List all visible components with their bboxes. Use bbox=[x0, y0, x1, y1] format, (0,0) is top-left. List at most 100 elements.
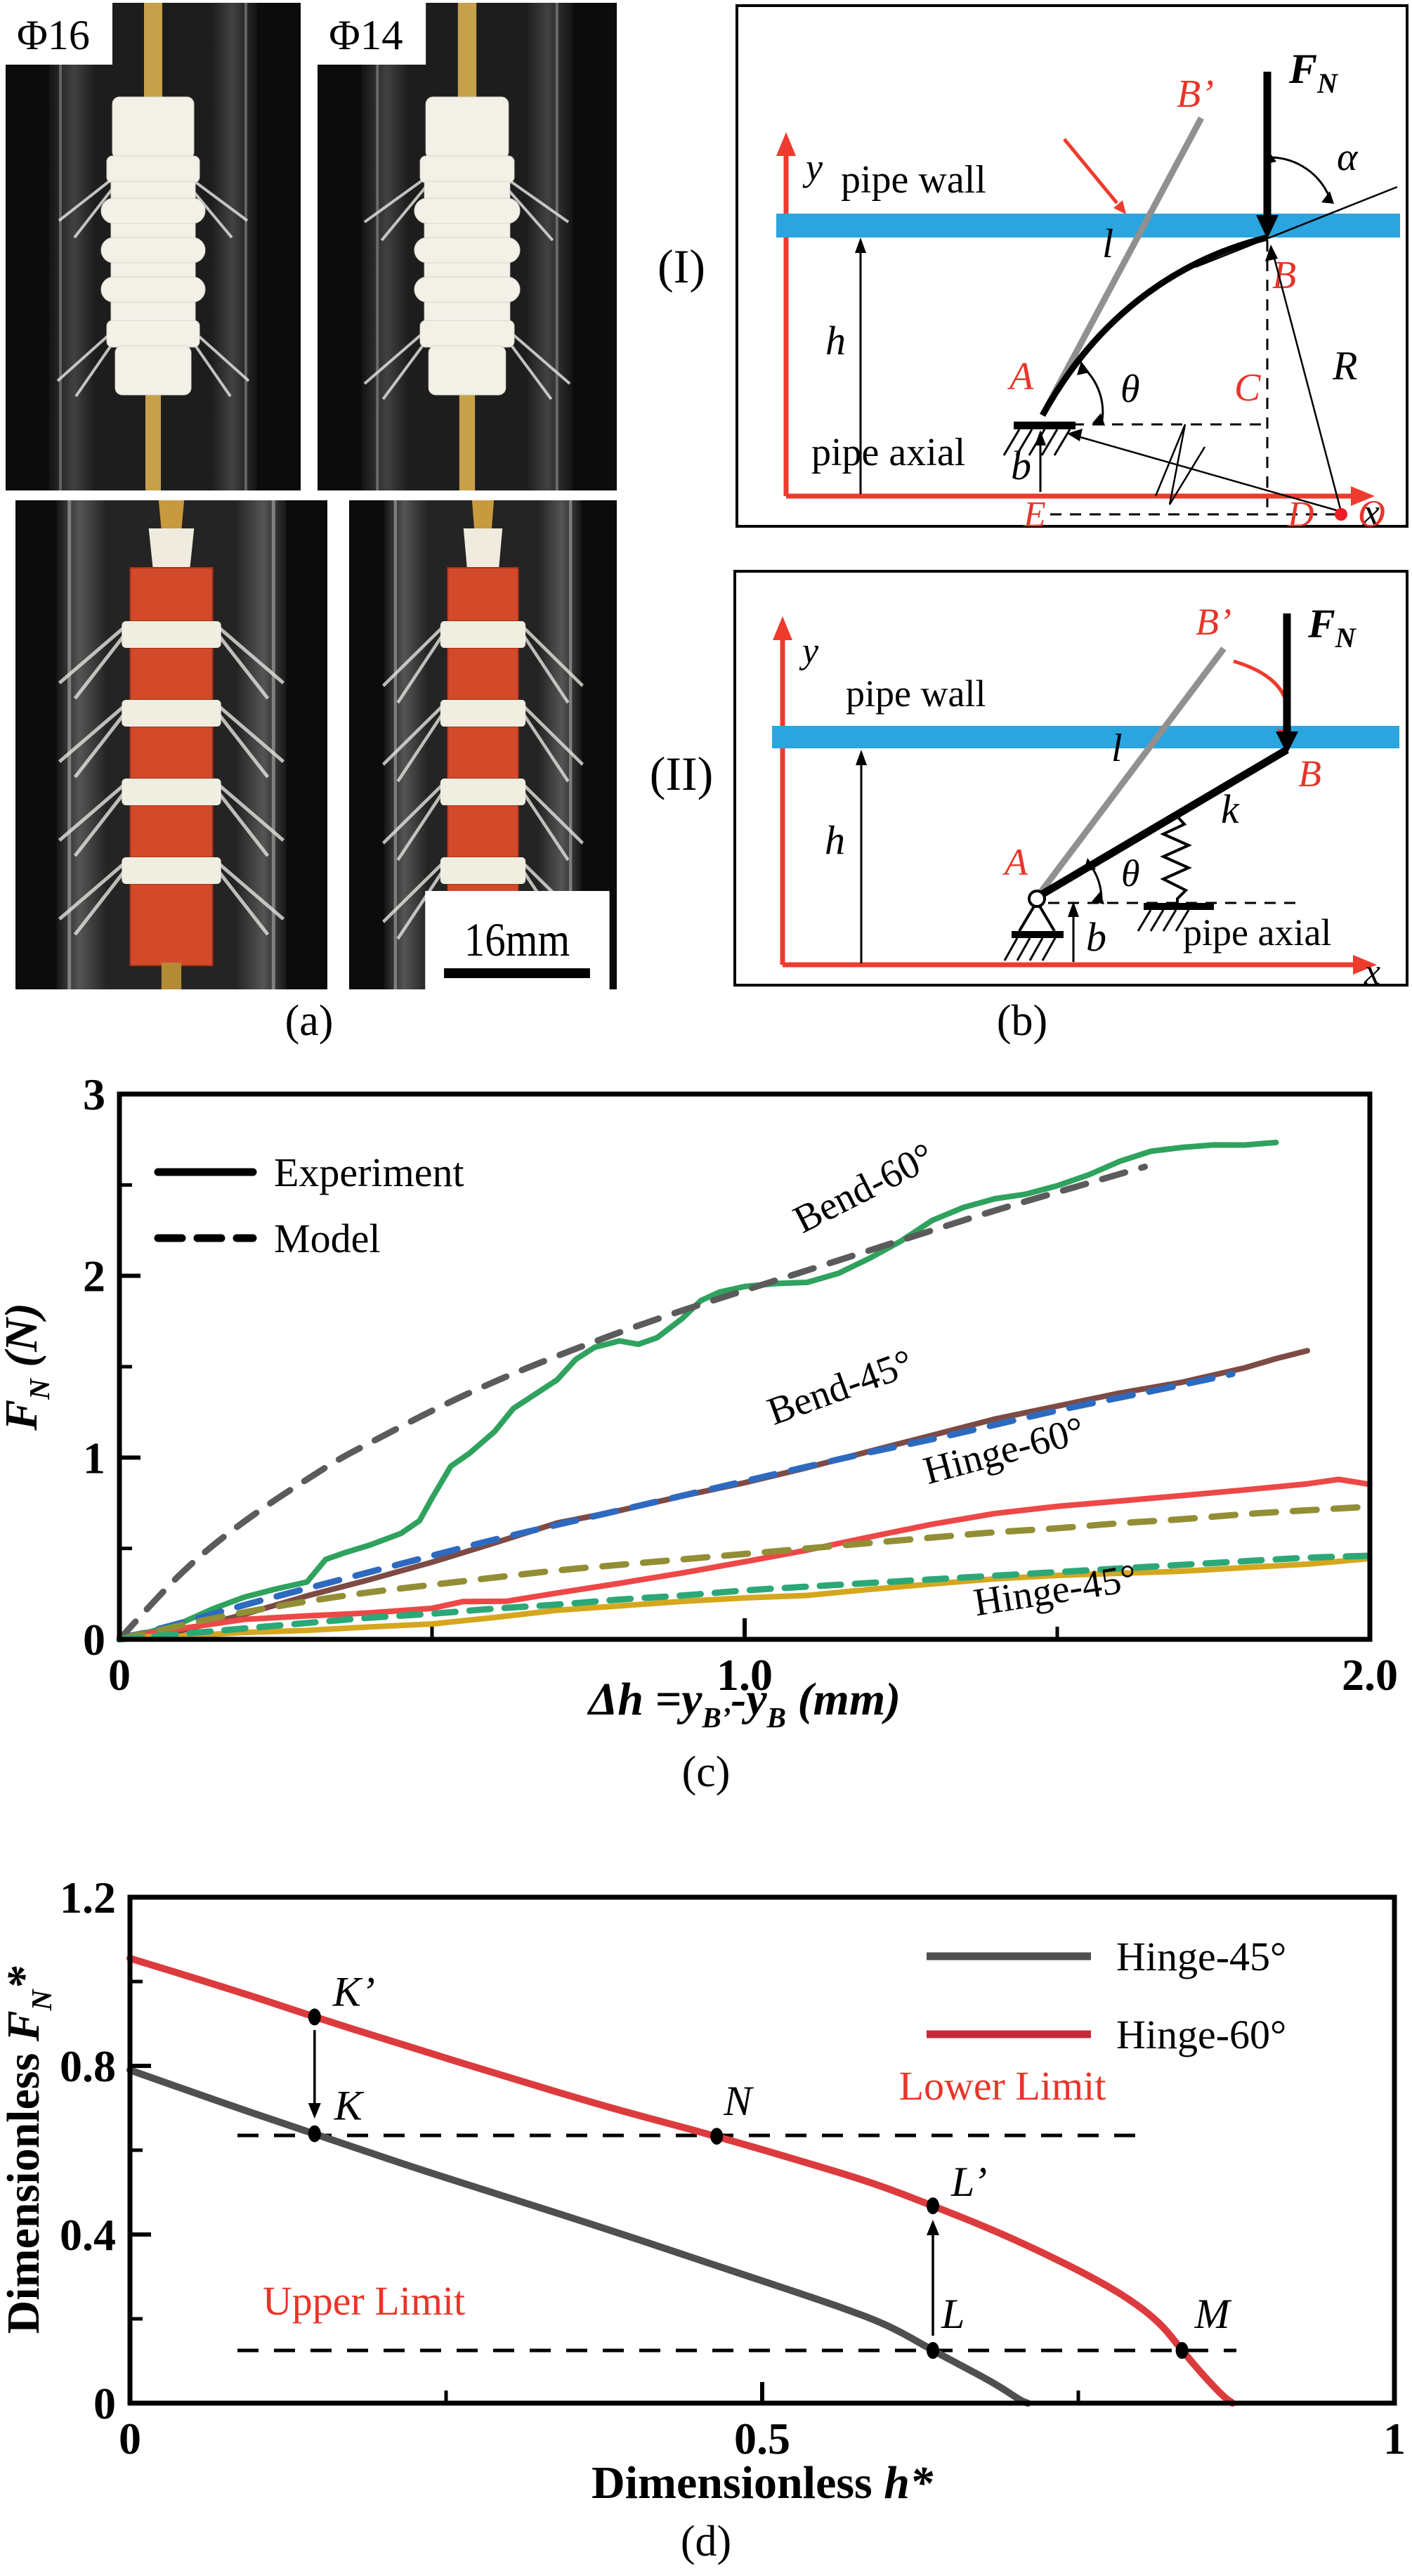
h-dimension-arrow: h bbox=[825, 750, 867, 963]
radius-R-lines: R bbox=[1067, 245, 1357, 513]
O-label: O bbox=[1358, 493, 1385, 528]
spring-k: k bbox=[1137, 786, 1240, 932]
R-label: R bbox=[1332, 343, 1357, 389]
scale-bar-line bbox=[444, 968, 590, 978]
y-tick-label: 1.2 bbox=[60, 1873, 116, 1923]
rigid-whisker-rod bbox=[1035, 746, 1289, 901]
pin-support-A bbox=[1003, 890, 1064, 961]
photo-deployed-right-svg: 16mm bbox=[349, 500, 617, 989]
diagram-I-label: (I) bbox=[658, 240, 705, 293]
scale-bar-text: 16mm bbox=[464, 913, 570, 966]
point-L’ bbox=[927, 2197, 939, 2215]
series-Hinge-60-experiment bbox=[117, 1476, 1373, 1640]
B-label: B bbox=[1272, 254, 1296, 297]
bent-whisker-beam bbox=[1040, 234, 1269, 417]
diameter-label-chip bbox=[318, 3, 426, 65]
svg-text:FN: FN bbox=[1307, 601, 1357, 653]
point-K bbox=[308, 2125, 321, 2142]
x-axis-title: Dimensionless h* bbox=[591, 2457, 934, 2509]
point-label-N: N bbox=[723, 2078, 754, 2124]
y-axis-title: Dimensionless FN* bbox=[0, 1966, 58, 2334]
x-tick-label: 0.5 bbox=[734, 2414, 790, 2464]
h-label: h bbox=[825, 318, 846, 363]
series-Hinge-60 bbox=[126, 1955, 1236, 2407]
pipe-axial-text: pipe axial bbox=[811, 431, 965, 474]
annotation-arrowhead-1 bbox=[927, 2220, 939, 2235]
theta-angle: θ bbox=[1077, 361, 1140, 426]
red-segments bbox=[129, 567, 214, 966]
series-Bend-60-experiment bbox=[117, 1139, 1279, 1640]
x-axis-title: Δh =yB’-yB (mm) bbox=[587, 1674, 901, 1733]
series-Hinge-45 bbox=[126, 2067, 1031, 2407]
point-L bbox=[927, 2342, 939, 2359]
undeformed-whisker-line bbox=[1040, 116, 1204, 417]
B-prime-label: B’ bbox=[1177, 72, 1214, 116]
y-tick-label: 0.8 bbox=[60, 2041, 116, 2091]
photo-deployed-right: 16mm bbox=[349, 500, 617, 989]
series-Hinge-45-experiment bbox=[117, 1556, 1373, 1640]
point-label-M: M bbox=[1194, 2291, 1232, 2337]
gold-connector bbox=[158, 500, 185, 531]
y-tick-label: 0 bbox=[83, 1615, 105, 1665]
normal-force-FN: FN bbox=[1256, 46, 1339, 239]
point-O-dot bbox=[1335, 508, 1347, 521]
B-prime-label: B’ bbox=[1196, 601, 1231, 643]
theta-label: θ bbox=[1121, 852, 1140, 895]
A-label: A bbox=[1007, 355, 1034, 398]
b-label: b bbox=[1086, 914, 1106, 960]
y-tick-label: 0 bbox=[93, 2379, 116, 2428]
pipe-wall-bar bbox=[772, 726, 1399, 748]
legend-label-1: Model bbox=[274, 1216, 380, 1261]
theta-angle: θ bbox=[1083, 852, 1140, 904]
pipe-edge-highlights bbox=[59, 3, 247, 490]
svg-text:FN: FN bbox=[1288, 46, 1339, 99]
limit-label-1: Upper Limit bbox=[263, 2278, 465, 2324]
dashed-construction-lines bbox=[1050, 240, 1341, 516]
x-tick-label: 1 bbox=[1383, 2414, 1406, 2464]
gold-connector bbox=[471, 500, 495, 531]
photo-phi16-svg: Φ16 bbox=[6, 3, 301, 490]
alpha-label: α bbox=[1337, 136, 1359, 179]
point-label-K’: K’ bbox=[332, 1968, 375, 2015]
legend-label-1: Hinge-60° bbox=[1116, 2012, 1286, 2057]
series-Bend-60-model bbox=[116, 1163, 1149, 1643]
point-K’ bbox=[308, 2008, 321, 2026]
xy-axes: y x bbox=[773, 616, 1380, 987]
y-tick-label: 0.4 bbox=[60, 2210, 116, 2260]
point-N bbox=[710, 2128, 724, 2145]
y-axis-title: FN (N) bbox=[0, 1303, 55, 1431]
red-pointer-arrow bbox=[1063, 138, 1126, 214]
pipe-wall-bar bbox=[776, 214, 1400, 238]
caption-a: (a) bbox=[285, 997, 334, 1045]
gold-connector-bottom bbox=[161, 963, 182, 989]
legend-label-0: Hinge-45° bbox=[1116, 1934, 1286, 1979]
xy-axes: y x bbox=[776, 132, 1380, 528]
x-tick-label: 2.0 bbox=[1342, 1650, 1398, 1700]
caption-b: (b) bbox=[996, 997, 1048, 1045]
photo-deployed-left bbox=[15, 500, 327, 989]
series-Bend-45-model bbox=[116, 1370, 1236, 1643]
pipe-edge-highlights bbox=[376, 3, 558, 490]
point-label-L: L bbox=[941, 2291, 965, 2337]
support-rod bbox=[144, 3, 162, 490]
pipe-wall-text: pipe wall bbox=[841, 158, 986, 202]
x-tick-label: 0 bbox=[119, 2414, 141, 2464]
limit-label-0: Lower Limit bbox=[899, 2063, 1106, 2109]
point-label-K: K bbox=[334, 2083, 365, 2129]
pipe-wall-text: pipe wall bbox=[846, 672, 986, 715]
k-label: k bbox=[1221, 786, 1240, 832]
white-rings bbox=[440, 621, 526, 884]
white-tip bbox=[148, 528, 195, 569]
photo-phi14-svg: Φ14 bbox=[318, 3, 617, 490]
curve-label-1: Bend-45° bbox=[762, 1341, 919, 1434]
h-label: h bbox=[825, 817, 845, 863]
tangent-and-alpha: α bbox=[1195, 136, 1398, 268]
A-label: A bbox=[1002, 841, 1028, 883]
diameter-label: Φ16 bbox=[17, 12, 90, 58]
E-label: E bbox=[1023, 495, 1046, 528]
annotation-arrowhead-0 bbox=[308, 2103, 321, 2119]
diagram-frame bbox=[736, 4, 1408, 528]
curve-label-0: Bend-60° bbox=[787, 1135, 941, 1242]
x-tick-label: 1.0 bbox=[717, 1650, 773, 1700]
